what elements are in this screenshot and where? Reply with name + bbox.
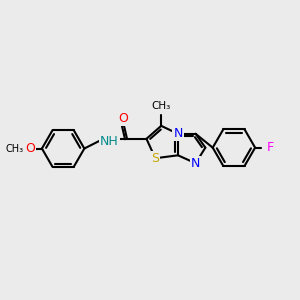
Text: CH₃: CH₃ xyxy=(5,143,24,154)
Text: N: N xyxy=(191,157,200,170)
Text: F: F xyxy=(266,141,273,154)
Text: CH₃: CH₃ xyxy=(152,101,171,111)
Text: O: O xyxy=(25,142,35,155)
Text: N: N xyxy=(173,127,183,140)
Text: S: S xyxy=(151,152,159,165)
Text: NH: NH xyxy=(100,135,119,148)
Text: O: O xyxy=(118,112,128,125)
